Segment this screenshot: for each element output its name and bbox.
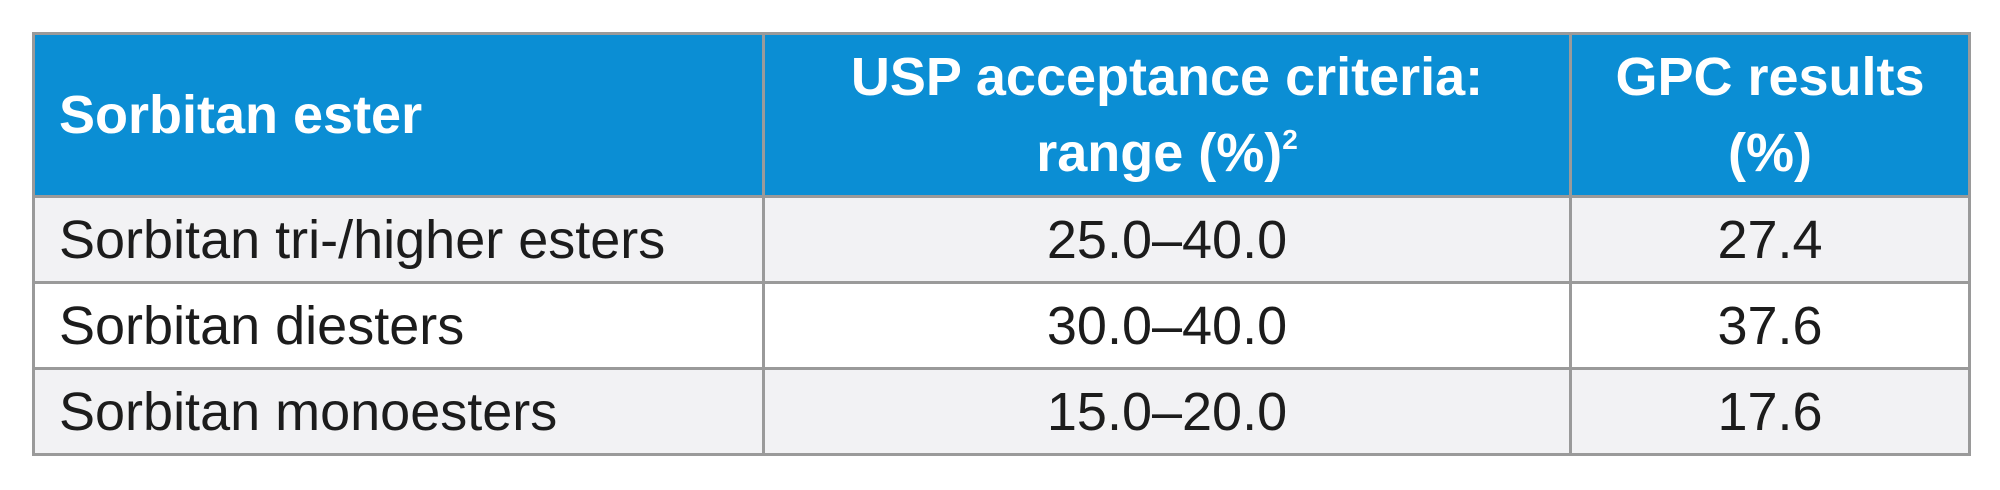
footnote-marker: 2 bbox=[1282, 124, 1298, 155]
table-row: Sorbitan monoesters 15.0–20.0 17.6 bbox=[32, 367, 1971, 456]
header-sorbitan-ester-text: Sorbitan ester bbox=[59, 85, 423, 145]
header-usp-acceptance-criteria-text: USP acceptance criteria: range (%) bbox=[850, 47, 1484, 183]
header-row: Sorbitan ester USP acceptance criteria: … bbox=[32, 32, 1971, 198]
cell-gpc: 37.6 bbox=[1569, 281, 1971, 370]
cell-ester: Sorbitan diesters bbox=[32, 281, 765, 370]
header-usp-acceptance-criteria: USP acceptance criteria: range (%)2 bbox=[762, 32, 1572, 198]
table-header: Sorbitan ester USP acceptance criteria: … bbox=[32, 32, 1971, 198]
cell-range: 15.0–20.0 bbox=[762, 367, 1572, 456]
cell-range: 30.0–40.0 bbox=[762, 281, 1572, 370]
results-table-container: Sorbitan ester USP acceptance criteria: … bbox=[32, 32, 1971, 456]
cell-range: 25.0–40.0 bbox=[762, 195, 1572, 284]
cell-gpc: 27.4 bbox=[1569, 195, 1971, 284]
header-gpc-results: GPC results (%) bbox=[1569, 32, 1971, 198]
table-body: Sorbitan tri-/higher esters 25.0–40.0 27… bbox=[32, 195, 1971, 456]
cell-gpc: 17.6 bbox=[1569, 367, 1971, 456]
cell-ester: Sorbitan monoesters bbox=[32, 367, 765, 456]
sorbitan-ester-table: Sorbitan ester USP acceptance criteria: … bbox=[32, 32, 1971, 456]
table-row: Sorbitan diesters 30.0–40.0 37.6 bbox=[32, 281, 1971, 370]
header-gpc-results-text: GPC results (%) bbox=[1615, 47, 1925, 183]
table-row: Sorbitan tri-/higher esters 25.0–40.0 27… bbox=[32, 195, 1971, 284]
header-sorbitan-ester: Sorbitan ester bbox=[32, 32, 765, 198]
cell-ester: Sorbitan tri-/higher esters bbox=[32, 195, 765, 284]
